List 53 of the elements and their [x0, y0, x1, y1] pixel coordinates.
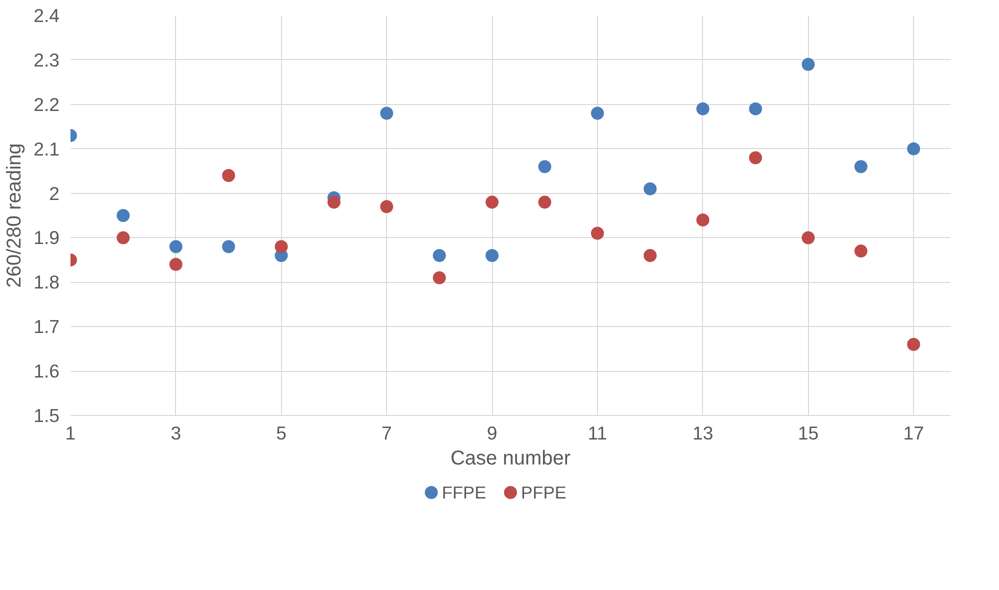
point — [907, 338, 920, 351]
y-axis-title: 260/280 reading — [4, 143, 26, 288]
point — [116, 209, 130, 222]
y-tick-label: 2.4 — [34, 5, 60, 26]
y-tick-label: 2.3 — [34, 49, 60, 70]
y-tick-label: 1.8 — [34, 272, 60, 293]
point — [590, 106, 604, 120]
point — [116, 231, 130, 244]
point — [486, 196, 499, 209]
point — [854, 160, 868, 174]
y-tick-label: 1.5 — [34, 405, 60, 426]
y-tick-label: 2.2 — [34, 94, 60, 115]
point — [538, 196, 552, 209]
x-tick-label: 5 — [276, 422, 286, 444]
point — [696, 213, 710, 226]
point — [169, 258, 182, 271]
point — [486, 249, 499, 262]
point — [538, 160, 552, 174]
x-axis-title: Case number — [450, 448, 571, 470]
point — [590, 226, 604, 240]
point — [696, 102, 710, 116]
point — [907, 142, 920, 156]
point — [432, 271, 446, 284]
y-tick-label: 1.6 — [34, 360, 60, 382]
point — [380, 200, 394, 214]
point — [749, 102, 762, 116]
point — [327, 196, 340, 209]
legend-label: PFPE — [521, 482, 566, 502]
point — [644, 249, 657, 262]
x-tick-label: 7 — [381, 422, 392, 444]
x-tick-label: 13 — [692, 422, 714, 444]
point — [802, 231, 815, 244]
x-tick-label: 17 — [903, 422, 924, 444]
legend-label: FFPE — [442, 482, 486, 502]
y-tick-label: 1.9 — [34, 227, 60, 248]
y-tick-label: 2.1 — [34, 138, 60, 160]
x-tick-label: 15 — [798, 422, 819, 444]
point — [854, 244, 868, 258]
x-tick-label: 1 — [65, 422, 76, 444]
x-tick-label: 9 — [486, 422, 498, 444]
point — [432, 249, 446, 262]
point — [749, 151, 762, 164]
point — [222, 240, 236, 254]
point — [169, 240, 182, 254]
x-tick-label: 3 — [170, 422, 182, 444]
point — [380, 106, 394, 120]
y-tick-label: 1.7 — [34, 316, 60, 338]
y-tick-label: 2 — [49, 182, 60, 204]
point — [222, 169, 236, 182]
x-tick-label: 11 — [588, 422, 608, 444]
point — [802, 58, 815, 71]
point — [644, 182, 657, 196]
point — [274, 240, 288, 254]
